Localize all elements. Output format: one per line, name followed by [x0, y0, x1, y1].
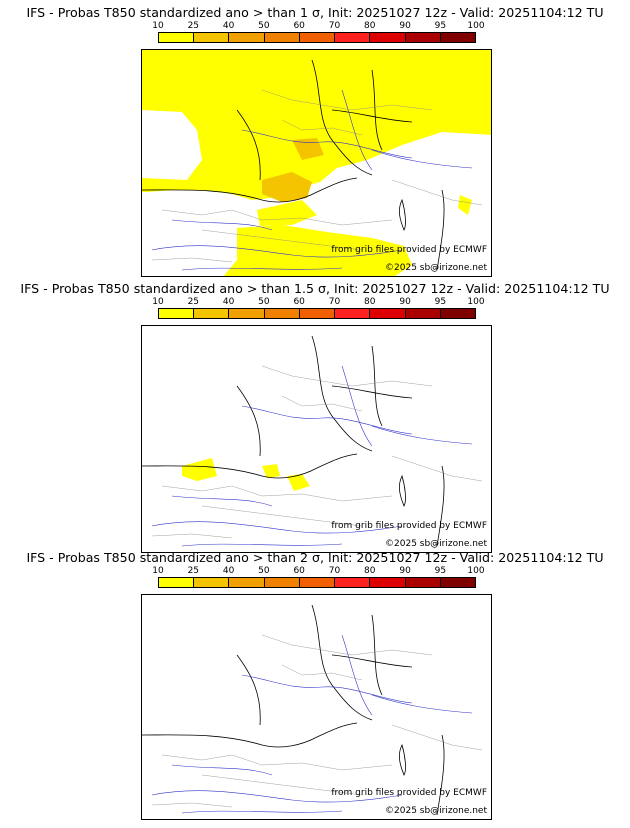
scale-swatch: [299, 578, 336, 587]
probability-map: from grib files provided by ECMWF ©2025 …: [141, 49, 492, 277]
copyright-credit: ©2025 sb@irizone.net: [385, 539, 487, 549]
scale-swatch: [335, 33, 371, 42]
scale-label: 40: [222, 566, 235, 576]
scale-bar: [158, 308, 476, 319]
scale-swatch: [405, 33, 441, 42]
scale-swatch: [264, 309, 300, 318]
panel-title: IFS - Probas T850 standardized ano > tha…: [20, 281, 610, 296]
scale-label: 40: [222, 21, 235, 31]
scale-label: 100: [467, 21, 485, 31]
scale-label: 40: [222, 297, 235, 307]
panel-title: IFS - Probas T850 standardized ano > tha…: [26, 550, 604, 565]
scale-label: 25: [187, 21, 200, 31]
probability-map: from grib files provided by ECMWF ©2025 …: [141, 594, 492, 820]
admin-borders: [151, 89, 483, 263]
data-source-credit: from grib files provided by ECMWF: [331, 521, 487, 531]
scale-label: 60: [293, 566, 305, 576]
country-borders: [142, 335, 445, 547]
scale-label: 70: [328, 297, 341, 307]
probability-color-scale: 10 25 40 50 60 70 80 90 95 100: [152, 297, 485, 321]
scale-swatch: [440, 33, 475, 42]
admin-borders: [151, 365, 483, 539]
scale-swatch: [405, 578, 441, 587]
scale-swatch: [370, 578, 406, 587]
probability-color-scale: 10 25 40 50 60 70 80 90 95 100: [152, 21, 485, 45]
probability-shading: [182, 458, 310, 491]
admin-borders: [151, 634, 483, 808]
map-panel-1: IFS - Probas T850 standardized ano > tha…: [0, 0, 630, 277]
scale-swatch: [299, 33, 336, 42]
scale-swatch: [229, 309, 265, 318]
probability-color-scale: 10 25 40 50 60 70 80 90 95 100: [152, 566, 485, 590]
scale-label: 100: [467, 566, 485, 576]
scale-label: 80: [364, 566, 376, 576]
scale-swatch: [194, 578, 230, 587]
country-borders: [142, 604, 445, 816]
map-panel-3: IFS - Probas T850 standardized ano > tha…: [0, 545, 630, 821]
scale-label: 70: [328, 21, 341, 31]
scale-swatch: [229, 578, 265, 587]
copyright-credit: ©2025 sb@irizone.net: [385, 263, 487, 273]
scale-label: 80: [364, 297, 376, 307]
scale-swatch: [335, 309, 371, 318]
scale-swatch: [159, 578, 195, 587]
rivers: [151, 89, 473, 271]
scale-label: 70: [328, 566, 341, 576]
scale-swatch: [370, 33, 406, 42]
scale-label: 25: [187, 297, 200, 307]
scale-swatch: [194, 33, 230, 42]
probability-map: from grib files provided by ECMWF ©2025 …: [141, 325, 492, 553]
scale-swatch: [229, 33, 265, 42]
copyright-credit: ©2025 sb@irizone.net: [385, 806, 487, 816]
scale-label: 25: [187, 566, 200, 576]
scale-label: 50: [258, 297, 270, 307]
scale-label: 95: [434, 21, 447, 31]
scale-label: 10: [152, 297, 164, 307]
scale-swatch: [159, 309, 195, 318]
scale-label: 10: [152, 21, 164, 31]
country-borders: [142, 59, 445, 271]
scale-swatch: [440, 309, 475, 318]
panel-title: IFS - Probas T850 standardized ano > tha…: [26, 5, 604, 20]
scale-swatch: [440, 578, 475, 587]
scale-swatch: [370, 309, 406, 318]
scale-label: 50: [258, 21, 270, 31]
scale-label: 90: [399, 297, 411, 307]
scale-label: 100: [467, 297, 485, 307]
scale-label: 50: [258, 566, 270, 576]
scale-label: 90: [399, 21, 411, 31]
probability-shading: [142, 50, 491, 276]
scale-label: 10: [152, 566, 164, 576]
data-source-credit: from grib files provided by ECMWF: [331, 245, 487, 255]
scale-label: 95: [434, 297, 447, 307]
scale-swatch: [335, 578, 371, 587]
scale-swatch: [405, 309, 441, 318]
scale-swatch: [159, 33, 195, 42]
scale-swatch: [194, 309, 230, 318]
scale-swatch: [299, 309, 336, 318]
scale-label: 90: [399, 566, 411, 576]
scale-swatch: [264, 33, 300, 42]
scale-bar: [158, 577, 476, 588]
rivers: [151, 365, 473, 547]
scale-label: 80: [364, 21, 376, 31]
scale-bar: [158, 32, 476, 43]
scale-swatch: [264, 578, 300, 587]
data-source-credit: from grib files provided by ECMWF: [331, 788, 487, 798]
rivers: [151, 634, 473, 814]
scale-label: 60: [293, 21, 305, 31]
scale-label: 60: [293, 297, 305, 307]
scale-label: 95: [434, 566, 447, 576]
map-panel-2: IFS - Probas T850 standardized ano > tha…: [0, 276, 630, 553]
